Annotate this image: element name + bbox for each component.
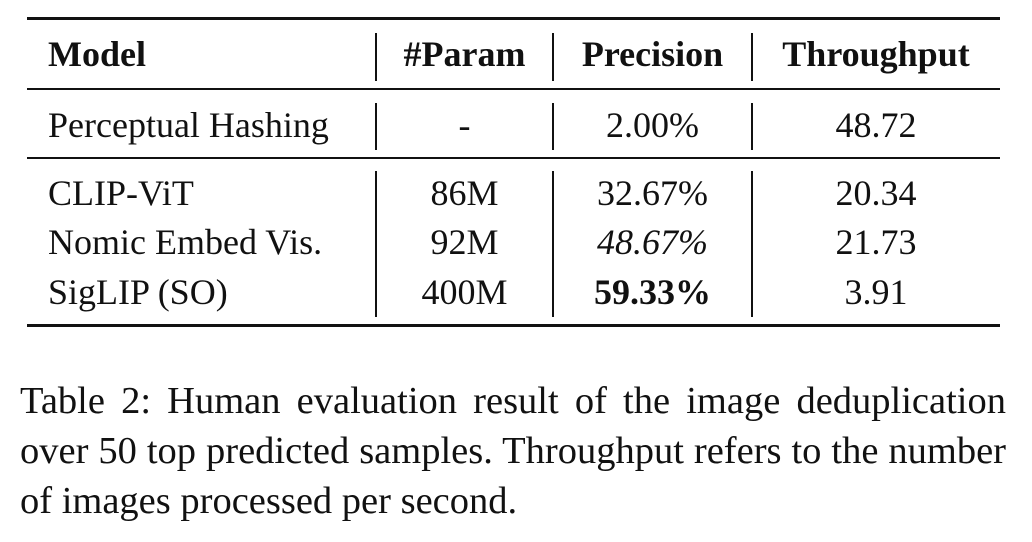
cell: 20.34 [835, 173, 917, 213]
cell: 48.67% [597, 222, 708, 262]
column-separator [552, 103, 554, 150]
header-cell: Throughput [782, 34, 970, 74]
cell: Perceptual Hashing [48, 105, 329, 145]
cell: 48.72 [835, 105, 917, 145]
column-separator [375, 103, 377, 150]
cell: Nomic Embed Vis. [48, 222, 323, 262]
bottom-rule [27, 324, 1000, 327]
cell: - [458, 105, 471, 145]
cell: 2.00% [606, 105, 699, 145]
cell: 86M [430, 173, 499, 213]
column-separator [751, 103, 753, 150]
column-separator [552, 171, 554, 317]
cell: 3.91 [844, 272, 908, 312]
column-separator [375, 171, 377, 317]
cell: 59.33% [594, 272, 711, 312]
column-separator [375, 33, 377, 81]
cell: 21.73 [835, 222, 917, 262]
mid-rule [27, 157, 1000, 159]
mid-rule [27, 88, 1000, 90]
column-separator [751, 33, 753, 81]
caption: Table 2: Human evaluation result of the … [20, 380, 1006, 522]
column-separator [751, 171, 753, 317]
cell: SigLIP (SO) [48, 272, 228, 312]
header-cell: #Param [403, 34, 526, 74]
header-cell: Model [48, 34, 146, 74]
header-cell: Precision [581, 34, 724, 74]
cell: 92M [430, 222, 499, 262]
cell: 32.67% [597, 173, 708, 213]
top-rule [27, 17, 1000, 20]
column-separator [552, 33, 554, 81]
cell: CLIP-ViT [48, 173, 194, 213]
cell: 400M [421, 272, 508, 312]
